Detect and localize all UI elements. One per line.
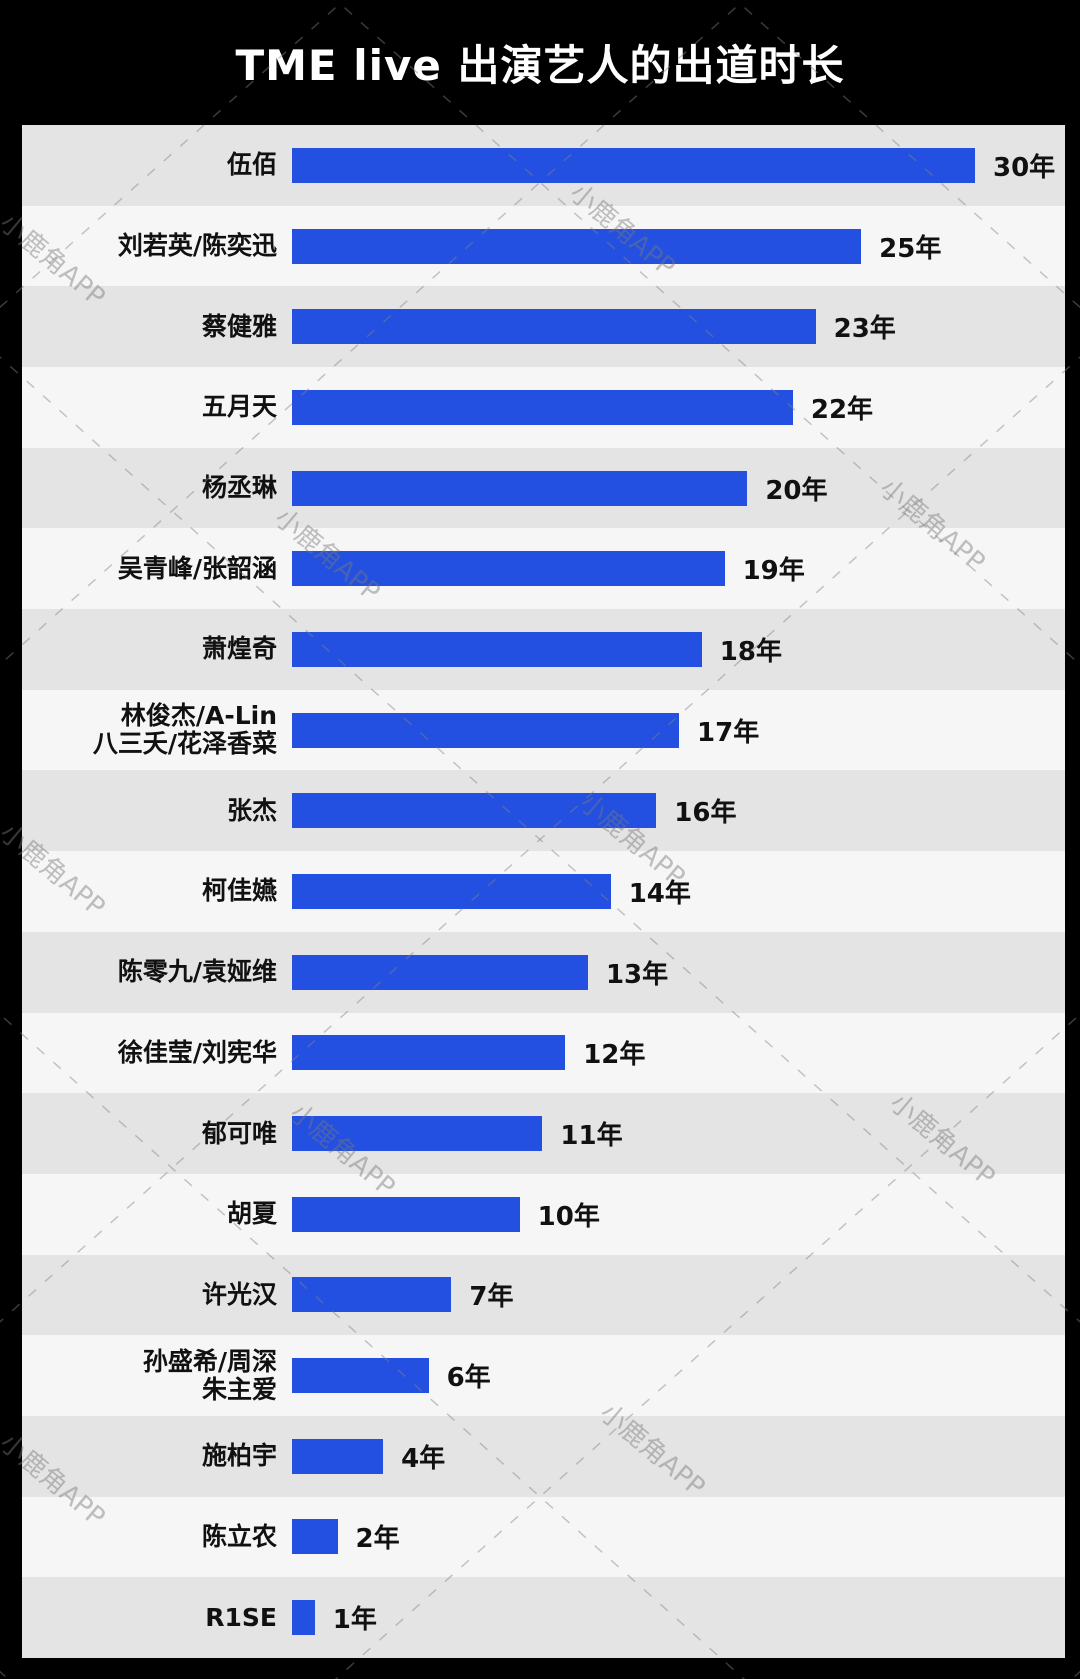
value-label: 2年 bbox=[355, 1524, 400, 1555]
category-label: 徐佳莹/刘宪华 bbox=[117, 1037, 277, 1067]
bar-row: 胡夏 10年 bbox=[22, 1173, 1065, 1255]
value-label: 25年 bbox=[879, 233, 942, 264]
chart-panel: 伍佰 30年刘若英/陈奕迅 25年蔡健雅 23年五月天 22年杨丞琳 20年吴青峰/张韶涵… bbox=[22, 125, 1065, 1658]
category-label: 陈立农 bbox=[201, 1521, 277, 1551]
bar bbox=[292, 954, 588, 990]
bar bbox=[292, 1358, 429, 1394]
bar-row: 郁可唯 11年 bbox=[22, 1093, 1065, 1174]
value-label: 13年 bbox=[605, 959, 669, 990]
category-label: R1SE bbox=[205, 1602, 277, 1632]
bar bbox=[292, 873, 611, 909]
bar-row: 柯佳嬿 14年 bbox=[22, 851, 1065, 932]
bar-row: 陈立农 2年 bbox=[22, 1496, 1065, 1578]
value-label: 10年 bbox=[537, 1201, 600, 1232]
bar bbox=[292, 631, 702, 667]
bar bbox=[292, 793, 657, 829]
value-label: 19年 bbox=[742, 556, 805, 587]
value-label: 22年 bbox=[810, 394, 874, 425]
value-label: 4年 bbox=[401, 1443, 446, 1474]
value-label: 16年 bbox=[674, 798, 737, 829]
bar bbox=[292, 712, 680, 748]
category-label: 柯佳嬿 bbox=[201, 876, 277, 906]
category-label: 五月天 bbox=[201, 392, 277, 422]
bar bbox=[292, 1438, 384, 1474]
value-label: 17年 bbox=[697, 717, 760, 748]
bar bbox=[292, 309, 816, 345]
bar-row: 徐佳莹/刘宪华 12年 bbox=[22, 1012, 1065, 1094]
value-label: 12年 bbox=[583, 1040, 646, 1071]
bar-row: 张杰 16年 bbox=[22, 770, 1065, 852]
category-label: 陈零九/袁娅维 bbox=[117, 957, 277, 987]
bar-row: 蔡健雅 23年 bbox=[22, 286, 1065, 368]
value-label: 6年 bbox=[446, 1363, 491, 1394]
value-label: 18年 bbox=[719, 636, 782, 667]
category-label: 蔡健雅 bbox=[201, 311, 277, 341]
bar-row: 林俊杰/A-Lin 八三夭/花泽香菜 17年 bbox=[22, 689, 1065, 771]
bar bbox=[292, 389, 793, 425]
bar bbox=[292, 1116, 543, 1152]
value-label: 23年 bbox=[833, 314, 896, 345]
bar-row: 施柏宇 4年 bbox=[22, 1415, 1065, 1497]
category-label: 刘若英/陈奕迅 bbox=[117, 231, 277, 260]
bar-row: 许光汉 7年 bbox=[22, 1254, 1065, 1336]
value-label: 30年 bbox=[993, 152, 1056, 183]
category-label: 吴青峰/张韶涵 bbox=[117, 553, 277, 583]
category-label: 林俊杰/A-Lin 八三夭/花泽香菜 bbox=[92, 701, 277, 759]
bar-row: R1SE 1年 bbox=[22, 1577, 1065, 1658]
bar-row: 伍佰 30年 bbox=[22, 125, 1065, 206]
value-label: 20年 bbox=[765, 475, 828, 506]
bar bbox=[292, 551, 725, 587]
bar bbox=[292, 1196, 520, 1232]
category-label: 郁可唯 bbox=[201, 1118, 277, 1148]
category-label: 许光汉 bbox=[201, 1279, 277, 1309]
value-label: 1年 bbox=[332, 1605, 377, 1636]
category-label: 萧煌奇 bbox=[201, 634, 277, 664]
category-label: 施柏宇 bbox=[201, 1441, 277, 1471]
bar-row: 孙盛希/周深 朱主爱 6年 bbox=[22, 1335, 1065, 1416]
bar bbox=[292, 1519, 338, 1555]
value-label: 11年 bbox=[560, 1121, 623, 1152]
bar-row: 杨丞琳 20年 bbox=[22, 447, 1065, 529]
bar bbox=[292, 1035, 566, 1071]
category-label: 张杰 bbox=[226, 795, 277, 825]
bar-row: 五月天 22年 bbox=[22, 367, 1065, 448]
category-label: 胡夏 bbox=[226, 1199, 277, 1229]
bar-row: 吴青峰/张韶涵 19年 bbox=[22, 528, 1065, 610]
category-label: 孙盛希/周深 朱主爱 bbox=[142, 1346, 277, 1404]
bar bbox=[292, 228, 862, 264]
bar-row: 刘若英/陈奕迅 25年 bbox=[22, 205, 1065, 287]
value-label: 7年 bbox=[469, 1282, 514, 1313]
bar bbox=[292, 1277, 452, 1313]
chart-title: TME live 出演艺人的出道时长 bbox=[235, 41, 845, 90]
category-label: 杨丞琳 bbox=[201, 473, 277, 503]
bar bbox=[292, 1600, 315, 1636]
bar bbox=[292, 147, 975, 183]
bar bbox=[292, 470, 748, 506]
value-label: 14年 bbox=[628, 878, 691, 909]
category-label: 伍佰 bbox=[226, 150, 277, 180]
bar-row: 萧煌奇 18年 bbox=[22, 609, 1065, 690]
bar-row: 陈零九/袁娅维 13年 bbox=[22, 931, 1065, 1013]
